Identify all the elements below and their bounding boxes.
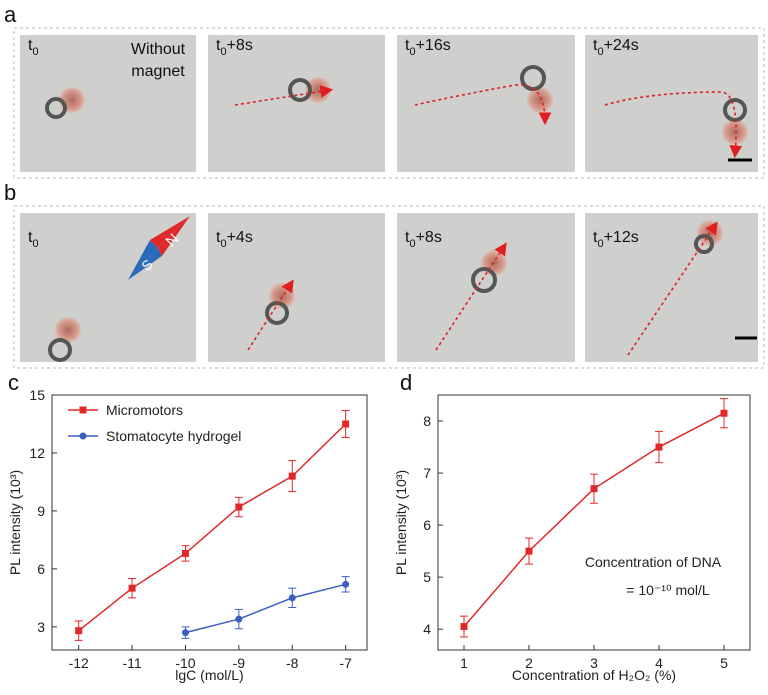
time-offset: +12s <box>604 229 639 246</box>
marker <box>288 594 296 602</box>
plot-frame <box>51 394 368 651</box>
marker <box>288 472 296 480</box>
x-axis-label: Concentration of H₂O₂ (%) <box>512 667 676 683</box>
magnet-n <box>150 216 190 248</box>
legend-label: Stomatocyte hydrogel <box>106 428 241 444</box>
x-tick-label: -10 <box>175 655 195 671</box>
legend-marker <box>79 432 87 440</box>
annotation: = 10⁻¹⁰ mol/L <box>626 582 710 598</box>
marker <box>235 503 243 511</box>
panel-label: b <box>4 180 16 205</box>
time-base: t <box>405 229 410 246</box>
marker <box>342 420 350 428</box>
marker <box>720 409 728 417</box>
x-tick-label: -9 <box>233 655 246 671</box>
x-tick-label: -8 <box>286 655 299 671</box>
marker <box>181 629 189 637</box>
marker <box>590 485 598 493</box>
y-tick-label: 15 <box>29 387 45 403</box>
time-offset: +24s <box>604 37 639 54</box>
time-sub: 0 <box>32 46 38 58</box>
panel-frame <box>13 27 765 179</box>
time-base: t <box>216 37 221 54</box>
legend-label: Micromotors <box>106 402 183 418</box>
time-sub: 0 <box>220 238 226 250</box>
x-tick-label: 4 <box>655 655 663 671</box>
time-sub: 0 <box>409 46 415 58</box>
x-tick-label: 3 <box>590 655 598 671</box>
marker <box>181 549 189 557</box>
time-base: t <box>405 37 410 54</box>
y-tick-label: 6 <box>423 517 431 533</box>
x-tick-label: 5 <box>720 655 728 671</box>
time-offset: +16s <box>416 37 451 54</box>
frame-time: t0+4s <box>216 229 253 250</box>
note: magnet <box>131 63 185 80</box>
micrograph <box>397 213 575 362</box>
time-offset: +4s <box>227 229 253 246</box>
y-tick-label: 4 <box>423 621 431 637</box>
frame-time: t0+8s <box>216 37 253 58</box>
frame-time: t0+8s <box>405 229 442 250</box>
time-sub: 0 <box>32 238 38 250</box>
frame-time: t0+24s <box>593 37 639 58</box>
magnet-s <box>128 248 162 280</box>
time-base: t <box>28 37 33 54</box>
marker <box>75 627 83 635</box>
y-tick-label: 7 <box>423 465 431 481</box>
y-tick-label: 12 <box>29 445 45 461</box>
micrographs <box>20 35 758 362</box>
marker <box>525 547 533 555</box>
time-base: t <box>216 229 221 246</box>
time-base: t <box>593 229 598 246</box>
series-line <box>78 423 347 632</box>
y-tick-label: 9 <box>37 503 45 519</box>
y-axis-label: PL intensity (10³) <box>7 470 23 575</box>
time-sub: 0 <box>220 46 226 58</box>
x-tick-label: 1 <box>460 655 468 671</box>
x-tick-label: -7 <box>339 655 352 671</box>
panel-label: d <box>400 370 412 395</box>
marker <box>460 623 468 631</box>
marker <box>235 615 243 623</box>
legend-marker <box>79 406 87 414</box>
marker <box>128 584 136 592</box>
frame-time: t0 <box>28 229 39 250</box>
y-tick-label: 3 <box>37 619 45 635</box>
micrograph <box>208 213 385 362</box>
time-base: t <box>28 229 33 246</box>
annotation: Concentration of DNA <box>585 554 722 570</box>
time-base: t <box>593 37 598 54</box>
frame-time: t0 <box>28 37 39 58</box>
magnet-s <box>128 240 158 280</box>
panel-label: a <box>4 2 17 27</box>
x-tick-label: 2 <box>525 655 533 671</box>
micrograph <box>585 213 758 362</box>
panel-label: c <box>8 370 19 395</box>
note: Without <box>131 41 186 58</box>
time-sub: 0 <box>597 238 603 250</box>
micrograph <box>208 35 385 172</box>
y-axis-label: PL intensity (10³) <box>393 470 409 575</box>
time-offset: +8s <box>227 37 253 54</box>
y-tick-label: 6 <box>37 561 45 577</box>
marker <box>655 443 663 451</box>
marker <box>342 580 350 588</box>
x-tick-label: -12 <box>69 655 89 671</box>
time-sub: 0 <box>409 238 415 250</box>
magnet-n <box>158 216 190 256</box>
frame-time: t0+16s <box>405 37 451 58</box>
frame-time: t0+12s <box>593 229 639 250</box>
trajectories <box>234 84 743 356</box>
series-line <box>185 583 346 634</box>
x-tick-label: -11 <box>122 655 141 671</box>
y-tick-label: 5 <box>423 569 431 585</box>
y-tick-label: 8 <box>423 413 431 429</box>
x-axis-label: lgC (mol/L) <box>175 667 243 683</box>
time-sub: 0 <box>597 46 603 58</box>
panel-frame <box>13 205 765 369</box>
time-offset: +8s <box>416 229 442 246</box>
